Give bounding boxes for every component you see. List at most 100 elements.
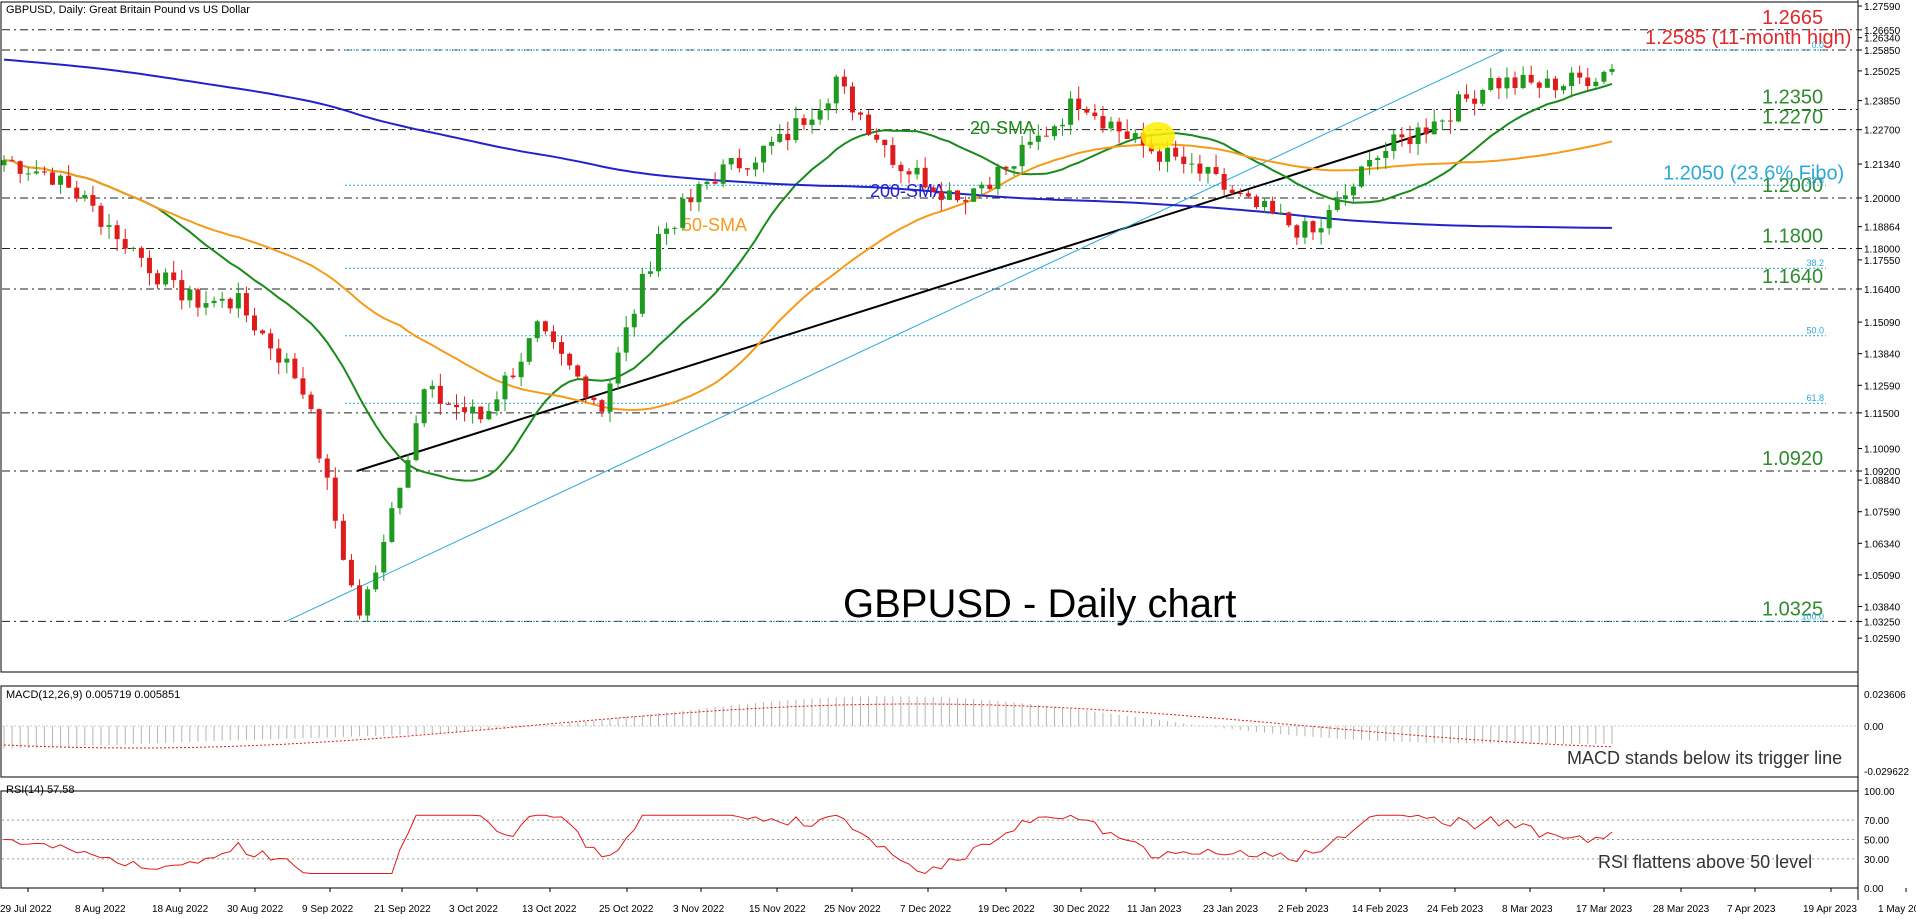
candle-body [1011,166,1017,169]
candle-body [413,423,419,461]
candle-body [98,205,104,227]
candle-body [17,161,23,174]
candle-body [324,458,330,478]
candle-body [752,162,758,170]
candle-body [704,181,710,185]
candle-body [486,410,492,420]
macd-tick-label: 0.00 [1864,722,1884,733]
date-tick-label: 25 Oct 2022 [599,904,654,915]
date-tick-label: 3 Nov 2022 [673,904,725,915]
candle-body [1035,135,1041,142]
candle-body [664,228,670,234]
macd-tick-label: -0.029622 [1864,767,1909,778]
candle-body [1245,193,1251,197]
candle-body [761,145,767,163]
level-label: 1.2000 [1762,175,1823,197]
candle-body [219,298,225,301]
price-tick-label: 1.12590 [1864,381,1901,392]
price-tick-label: 1.21340 [1864,160,1901,171]
candle-body [1310,221,1316,233]
price-tick-label: 1.08840 [1864,476,1901,487]
date-tick-label: 19 Dec 2022 [978,904,1035,915]
candle-body [1512,77,1518,88]
price-tick-label: 1.02590 [1864,634,1901,645]
price-tick-label: 1.03840 [1864,603,1901,614]
candle-body [534,321,540,339]
candle-body [987,184,993,189]
crossover-highlight [1141,122,1175,150]
candle-body [33,171,39,174]
candle-body [1092,112,1098,117]
candle-body [1367,160,1373,167]
candle-body [1116,121,1122,132]
rsi-line [3,814,1613,875]
rsi-tick-label: 30.00 [1864,855,1889,866]
macd-signal-line [3,703,1613,749]
candle-body [163,272,169,285]
candle-body [348,559,354,586]
candle-body [1027,141,1033,145]
rsi-tick-label: 50.00 [1864,836,1889,847]
panel-frame-1 [0,1,1859,673]
candle-body [1229,189,1235,193]
candle-body [1237,192,1243,194]
candle-body [841,76,847,87]
candle-body [405,460,411,488]
rsi-tick-label: 70.00 [1864,816,1889,827]
candle-body [1189,163,1195,165]
candle-body [429,385,435,390]
candle-body [308,394,314,410]
candle-body [906,171,912,175]
candle-body [1423,127,1429,135]
candle-body [623,327,629,353]
candle-body [138,247,144,258]
price-tick-label: 1.06340 [1864,539,1901,550]
candle-body [243,293,249,316]
candle-body [736,157,742,169]
candle-body [462,407,468,413]
candle-body [1076,98,1082,110]
candle-body [801,118,807,125]
candle-body [1383,151,1389,158]
date-tick-label: 19 Apr 2023 [1803,904,1857,915]
candle-body [1561,86,1567,91]
candle-body [1068,98,1074,125]
fibo-pct: 38.2 [1806,258,1824,268]
price-tick-label: 1.13840 [1864,350,1901,361]
candle-body [946,190,952,200]
candle-body [510,375,516,378]
level-label: 1.1800 [1762,226,1823,248]
candles [1,63,1615,623]
candle-body [1544,78,1550,88]
date-tick-label: 24 Feb 2023 [1427,904,1484,915]
candle-body [1415,127,1421,145]
candle-body [1480,89,1486,104]
level-label: 1.2585 (11-month high) [1645,27,1851,49]
candle-body [720,164,726,184]
candle-body [454,404,460,408]
candle-body [1108,121,1114,129]
date-tick-label: 30 Dec 2022 [1053,904,1110,915]
candle-body [688,198,694,203]
candle-body [1536,82,1542,88]
candle-body [260,330,266,334]
rsi-panel: 100.00 70.00 50.00 30.00 0.00 [2,787,1895,895]
candle-body [373,572,379,590]
candle-body [696,184,702,203]
candle-body [1577,72,1583,78]
candle-body [785,133,791,141]
candle-body [1043,135,1049,137]
candle-body [1552,78,1558,91]
candle-body [9,160,15,162]
candle-body [90,195,96,206]
candle-body [744,168,750,170]
candle-body [526,338,532,362]
candle-body [421,389,427,424]
chart-title: GBPUSD - Daily chart [843,582,1236,626]
candle-body [316,409,322,459]
candle-body [954,190,960,201]
candle-body [58,175,64,185]
candle-body [1205,167,1211,174]
candle-body [849,86,855,113]
